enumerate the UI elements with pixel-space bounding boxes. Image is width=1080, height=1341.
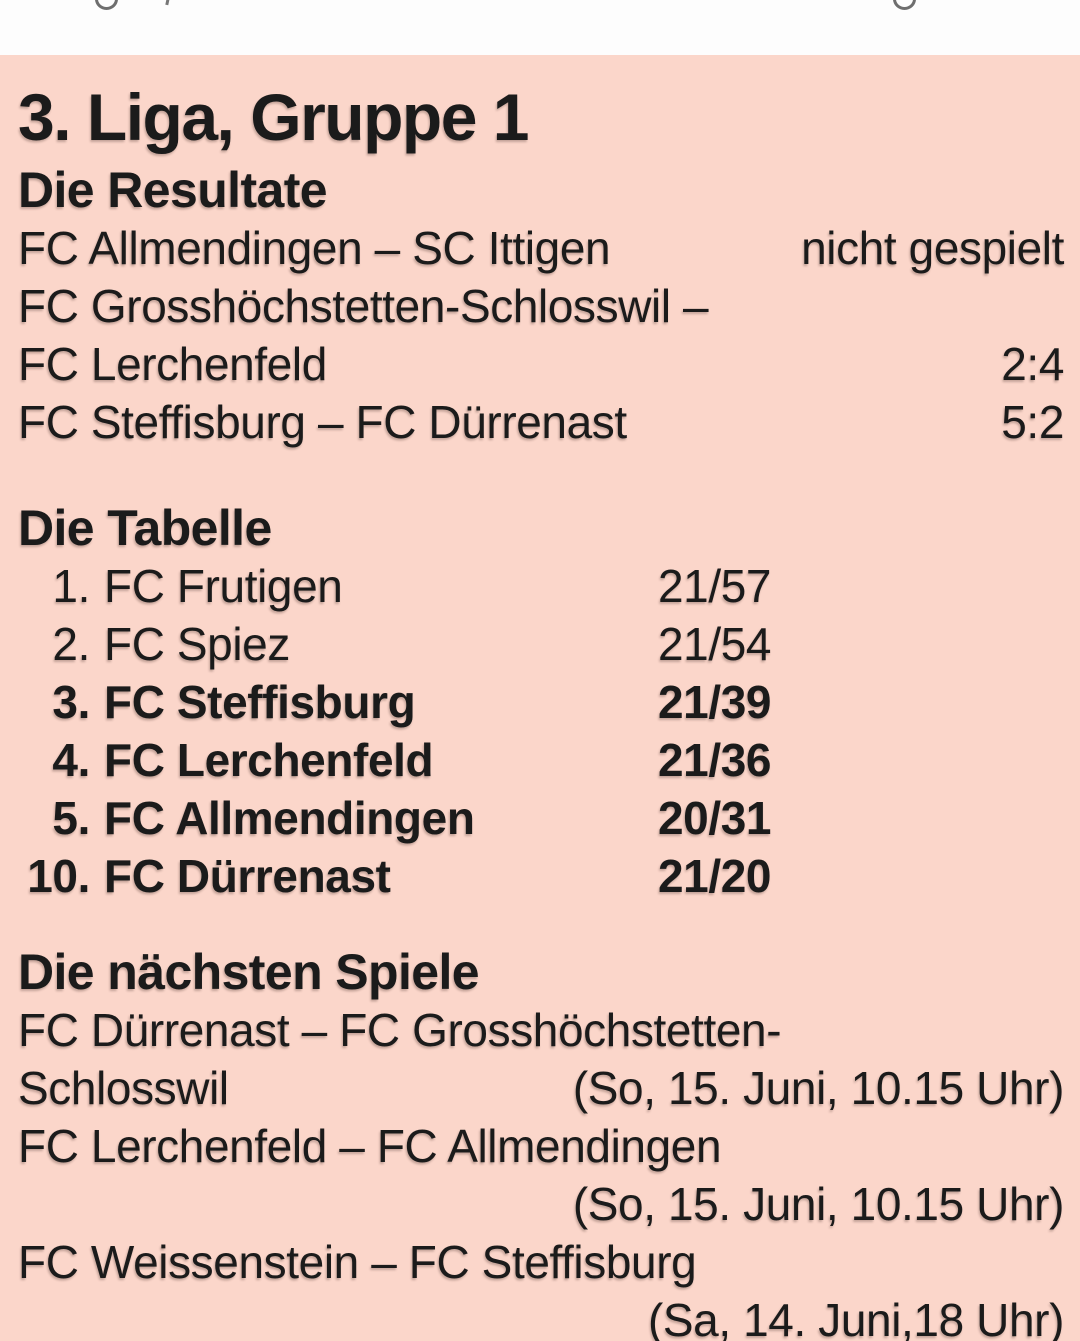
table-record: 21/57 xyxy=(658,560,772,612)
table-row: 5. FC Allmendingen 20/31 xyxy=(18,789,1064,847)
table-team: FC Frutigen xyxy=(104,560,343,612)
fixture-detail: (Sa, 14. Juni,18 Uhr) xyxy=(18,1291,1064,1341)
fixture-matchup: FC Dürrenast – FC Grosshöchstetten- xyxy=(18,1004,782,1056)
result-matchup: FC Grosshöchstetten-Schlosswil – xyxy=(18,280,709,332)
results-heading: Die Resultate xyxy=(18,162,328,218)
result-row: FC Lerchenfeld 2:4 xyxy=(18,335,1064,393)
cutoff-descender-fragment xyxy=(165,0,170,6)
result-matchup: FC Steffisburg – FC Dürrenast xyxy=(18,396,627,448)
fixture: FC Dürrenast – FC Grosshöchstetten- Schl… xyxy=(18,1001,1064,1117)
table-record: 21/36 xyxy=(658,734,772,786)
table-team: FC Dürrenast xyxy=(104,850,391,902)
fixture-datetime: (So, 15. Juni, 10.15 Uhr) xyxy=(572,1062,1065,1114)
result-row: FC Steffisburg – FC Dürrenast 5:2 xyxy=(18,393,1064,451)
fixture-matchup-continued: Schlosswil xyxy=(18,1062,229,1114)
league-results-panel: 3. Liga, Gruppe 1 Die Resultate FC Allme… xyxy=(0,55,1080,1341)
cutoff-descender-fragment xyxy=(95,0,118,10)
table-row: 3. FC Steffisburg 21/39 xyxy=(18,673,1064,731)
result-score: 5:2 xyxy=(1001,396,1064,448)
result-score: 2:4 xyxy=(1001,338,1064,390)
table-record: 20/31 xyxy=(658,792,772,844)
table-rank: 2. xyxy=(52,618,90,670)
table-rank: 10. xyxy=(27,850,90,902)
table-heading: Die Tabelle xyxy=(18,500,272,556)
table-record: 21/20 xyxy=(658,850,772,902)
fixture-matchup: FC Lerchenfeld – FC Allmendingen xyxy=(18,1120,722,1172)
league-title: 3. Liga, Gruppe 1 xyxy=(18,80,529,154)
result-matchup: FC Allmendingen – SC Ittigen xyxy=(18,222,611,274)
table-rank: 5. xyxy=(52,792,90,844)
fixture-detail: (So, 15. Juni, 10.15 Uhr) xyxy=(18,1175,1065,1233)
fixture: FC Weissenstein – FC Steffisburg (Sa, 14… xyxy=(18,1233,1064,1341)
table-rank: 3. xyxy=(52,676,90,728)
result-matchup: FC Lerchenfeld xyxy=(18,338,327,390)
fixture-detail: Schlosswil (So, 15. Juni, 10.15 Uhr) xyxy=(18,1059,1064,1117)
table-rank: 4. xyxy=(52,734,90,786)
table-row: 10. FC Dürrenast 21/20 xyxy=(18,847,1064,905)
fixture-datetime: (Sa, 14. Juni,18 Uhr) xyxy=(647,1294,1064,1341)
table-team: FC Allmendingen xyxy=(104,792,475,844)
table-row: 1. FC Frutigen 21/57 xyxy=(18,557,1064,615)
table-record: 21/54 xyxy=(658,618,772,670)
fixture: FC Lerchenfeld – FC Allmendingen (So, 15… xyxy=(18,1117,1064,1233)
table-row: 2. FC Spiez 21/54 xyxy=(18,615,1064,673)
fixture-matchup: FC Weissenstein – FC Steffisburg xyxy=(18,1236,697,1288)
table-team: FC Spiez xyxy=(104,618,290,670)
table-record: 21/39 xyxy=(658,676,772,728)
fixture-datetime: (So, 15. Juni, 10.15 Uhr) xyxy=(572,1178,1065,1230)
table-team: FC Lerchenfeld xyxy=(104,734,434,786)
table-team: FC Steffisburg xyxy=(104,676,416,728)
fixtures-heading: Die nächsten Spiele xyxy=(18,944,480,1000)
result-row: FC Allmendingen – SC Ittigen nicht gespi… xyxy=(18,219,1064,277)
table-rank: 1. xyxy=(52,560,90,612)
cutoff-descender-fragment xyxy=(893,0,916,10)
table-row: 4. FC Lerchenfeld 21/36 xyxy=(18,731,1064,789)
top-white-strip xyxy=(0,0,1080,55)
result-score: nicht gespielt xyxy=(801,222,1064,274)
result-row: FC Grosshöchstetten-Schlosswil – xyxy=(18,277,1064,335)
